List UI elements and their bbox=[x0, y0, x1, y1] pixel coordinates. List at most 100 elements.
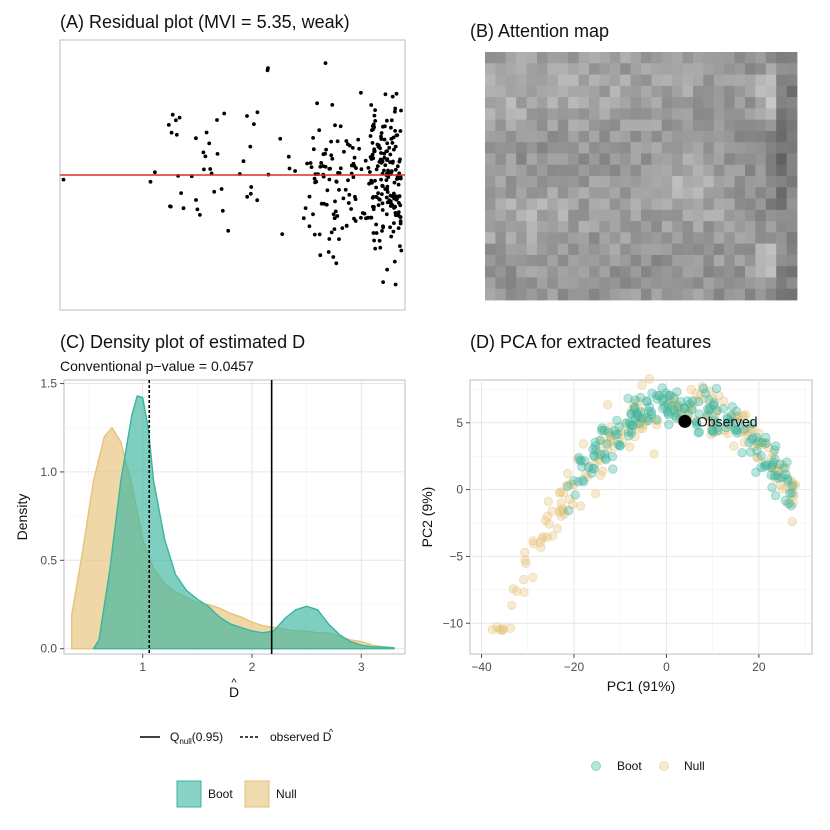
pca-null-point bbox=[786, 476, 796, 486]
heatmap-cell bbox=[630, 198, 642, 211]
pca-boot-point bbox=[578, 477, 589, 487]
pca-boot-point bbox=[590, 441, 601, 452]
heatmap-cell bbox=[724, 85, 735, 98]
residual-point bbox=[350, 146, 355, 150]
observed-point bbox=[678, 414, 692, 428]
residual-point bbox=[380, 208, 385, 212]
pca-null-point bbox=[487, 624, 498, 635]
heatmap-cell bbox=[693, 97, 704, 109]
density-vlines bbox=[148, 380, 273, 654]
residual-point bbox=[280, 232, 285, 237]
heatmap-cell bbox=[537, 198, 548, 211]
heatmap-cell bbox=[609, 52, 621, 64]
pca-boot-point bbox=[708, 400, 719, 410]
pca-boot-point bbox=[782, 473, 793, 484]
residual-point bbox=[373, 119, 378, 123]
heatmap-cell bbox=[755, 130, 767, 143]
y-tick-label: 0 bbox=[456, 483, 463, 497]
residual-point bbox=[287, 166, 292, 171]
pca-null-point bbox=[616, 429, 626, 439]
heatmap-cell bbox=[485, 176, 496, 188]
pca-boot-point bbox=[703, 404, 713, 414]
heatmap-cell bbox=[516, 97, 527, 109]
residual-point bbox=[204, 130, 209, 135]
heatmap-cell bbox=[786, 209, 798, 222]
heatmap-cell bbox=[776, 209, 787, 222]
pca-boot-point bbox=[770, 454, 780, 464]
residual-point bbox=[305, 161, 309, 166]
pca-boot-point bbox=[663, 399, 673, 410]
heatmap-cell bbox=[547, 63, 559, 75]
pca-boot-point bbox=[783, 476, 793, 486]
legend-q-sub: null bbox=[179, 737, 192, 746]
heatmap-cell bbox=[745, 277, 756, 290]
pca-boot-point bbox=[635, 392, 646, 403]
heatmap-cell bbox=[724, 198, 735, 211]
pca-null-point bbox=[666, 396, 677, 406]
panel-b-attention-map: (B) Attention map bbox=[470, 21, 798, 301]
heatmap-cell bbox=[589, 198, 600, 211]
heatmap-cell bbox=[672, 254, 683, 267]
pca-null-point bbox=[743, 430, 753, 440]
legend-observed-hat: ^ bbox=[329, 727, 334, 737]
heatmap-cell bbox=[641, 63, 652, 75]
heatmap-cell bbox=[516, 266, 527, 278]
heatmap-cell bbox=[713, 221, 725, 233]
pca-boot-point bbox=[739, 424, 750, 435]
heatmap-cell bbox=[620, 176, 631, 188]
pca-boot-point bbox=[644, 406, 654, 416]
residual-point bbox=[349, 163, 354, 168]
residual-point bbox=[377, 160, 382, 164]
residual-point bbox=[394, 133, 399, 138]
residual-point bbox=[286, 154, 291, 159]
heatmap-cell bbox=[516, 74, 527, 87]
pca-boot-point bbox=[691, 417, 702, 427]
pca-boot-point bbox=[570, 490, 581, 500]
heatmap-cell bbox=[547, 288, 559, 301]
heatmap-cell bbox=[547, 85, 559, 98]
heatmap-cell bbox=[505, 288, 517, 301]
heatmap-cell bbox=[537, 232, 548, 245]
pca-boot-point bbox=[662, 406, 673, 416]
pca-null-point bbox=[547, 506, 557, 516]
residual-point bbox=[388, 199, 393, 204]
pca-boot-point bbox=[597, 423, 607, 433]
heatmap-cell bbox=[609, 63, 621, 75]
heatmap-cell bbox=[745, 187, 756, 199]
pca-null-point bbox=[728, 441, 739, 451]
pca-null-point bbox=[497, 625, 507, 635]
panel-d-plot-border bbox=[469, 379, 813, 655]
heatmap-cell bbox=[630, 108, 642, 121]
pca-null-point bbox=[755, 438, 765, 448]
pca-null-point bbox=[788, 498, 798, 508]
heatmap-cell bbox=[745, 198, 756, 211]
heatmap-cell bbox=[557, 164, 569, 177]
residual-point bbox=[369, 215, 374, 220]
residual-point bbox=[352, 155, 357, 160]
heatmap-cell bbox=[557, 254, 569, 267]
pca-null-point bbox=[782, 482, 792, 492]
heatmap-cell bbox=[568, 63, 579, 75]
pca-boot-point bbox=[623, 427, 634, 437]
heatmap-cell bbox=[485, 187, 496, 199]
heatmap-cell bbox=[620, 288, 631, 301]
pca-boot-point bbox=[784, 498, 794, 509]
pca-boot-point bbox=[672, 409, 683, 419]
heatmap-cell bbox=[578, 85, 590, 98]
residual-point bbox=[393, 129, 397, 133]
residual-point bbox=[381, 225, 385, 230]
residual-point bbox=[376, 143, 381, 148]
heatmap-cell bbox=[495, 176, 507, 188]
heatmap-cell bbox=[703, 266, 715, 278]
residual-point bbox=[335, 139, 340, 144]
pca-boot-point bbox=[615, 440, 625, 450]
heatmap-cell bbox=[557, 142, 569, 154]
heatmap-cell bbox=[734, 153, 746, 166]
heatmap-cell bbox=[495, 266, 507, 278]
heatmap-cell bbox=[713, 254, 725, 267]
heatmap-cell bbox=[599, 254, 611, 267]
pca-boot-point bbox=[583, 462, 594, 473]
pca-boot-point bbox=[704, 406, 714, 416]
heatmap-cell bbox=[547, 187, 559, 199]
heatmap-cell bbox=[713, 266, 725, 278]
